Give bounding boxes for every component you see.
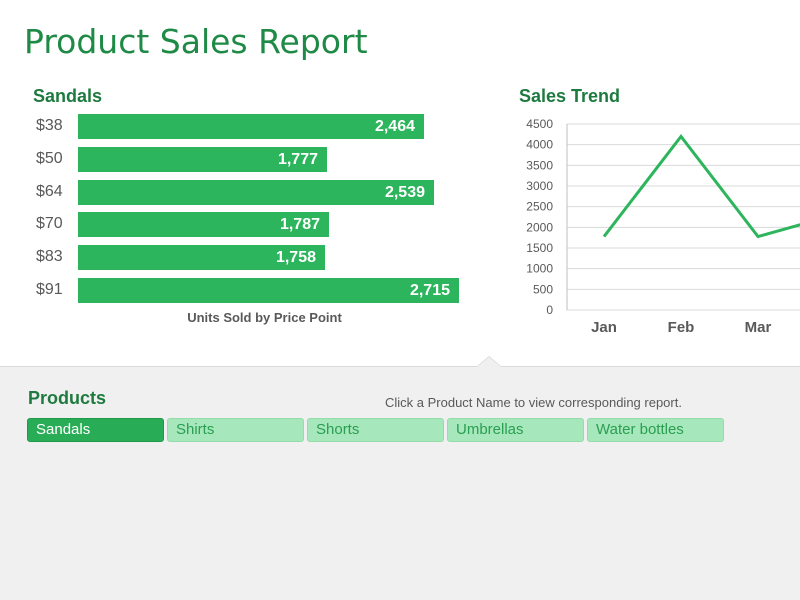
bar: 1,787 — [78, 212, 329, 238]
panel-pointer — [477, 357, 501, 367]
bar-category-label: $38 — [36, 117, 63, 134]
products-title: Products — [28, 388, 107, 408]
trend-chart-title: Sales Trend — [519, 86, 621, 106]
y-tick-label: 1500 — [526, 241, 553, 255]
bar-value-label: 1,758 — [275, 249, 316, 267]
y-tick-label: 2500 — [526, 200, 553, 214]
page-title: Product Sales Report — [24, 22, 368, 61]
bar-value-label: 2,715 — [409, 282, 450, 299]
bar-value-label: 2,539 — [384, 183, 425, 201]
product-tab-shirts[interactable]: Shirts — [167, 418, 304, 442]
report-panel: Product Sales Report Sandals $38 2,464 $50… — [0, 0, 800, 367]
bar-chart-axis-title: Units Sold by Price Point — [187, 310, 342, 325]
y-tick-label: 4500 — [526, 117, 553, 131]
bar-value-label: 2,464 — [374, 118, 415, 135]
bar-chart-title: Sandals — [33, 86, 103, 106]
product-tab-umbrellas[interactable]: Umbrellas — [447, 418, 584, 442]
products-instructions: Click a Product Name to view correspondi… — [385, 395, 682, 410]
product-tabs: Sandals Shirts Shorts Umbrellas Water bottle… — [27, 418, 747, 444]
product-tab-water-bottles[interactable]: Water bottles — [587, 418, 724, 442]
x-tick-label: Jan — [591, 319, 617, 336]
y-tick-label: 500 — [533, 282, 553, 296]
x-tick-label: Mar — [745, 319, 772, 336]
product-tab-sandals[interactable]: Sandals — [27, 418, 164, 442]
bar-category-label: $70 — [36, 215, 63, 233]
bar-category-label: $91 — [36, 281, 63, 298]
y-tick-label: 2000 — [526, 220, 553, 234]
y-tick-label: 1000 — [526, 262, 553, 276]
bar-category-label: $64 — [36, 182, 63, 200]
product-tab-shorts[interactable]: Shorts — [307, 418, 444, 442]
y-tick-label: 4000 — [526, 138, 553, 152]
bar: 1,777 — [78, 146, 327, 172]
sales-trend-chart: 0 500 1000 1500 2000 2500 3000 3500 4000 4500 Jan F… — [526, 117, 800, 336]
trend-line — [602, 133, 800, 239]
bar-value-label: 1,787 — [279, 216, 320, 234]
bar-value-label: 1,777 — [277, 150, 318, 168]
y-tick-label: 3000 — [526, 179, 553, 193]
bar: 2,539 — [78, 179, 434, 205]
bar-category-label: $50 — [36, 149, 63, 167]
bar: 1,758 — [78, 245, 325, 271]
bar: 2,715 — [78, 278, 459, 303]
bar-category-label: $83 — [36, 248, 63, 266]
y-tick-label: 0 — [546, 303, 553, 317]
y-tick-label: 3500 — [526, 158, 553, 172]
x-tick-label: Feb — [668, 319, 695, 336]
bar: 2,464 — [78, 114, 424, 139]
